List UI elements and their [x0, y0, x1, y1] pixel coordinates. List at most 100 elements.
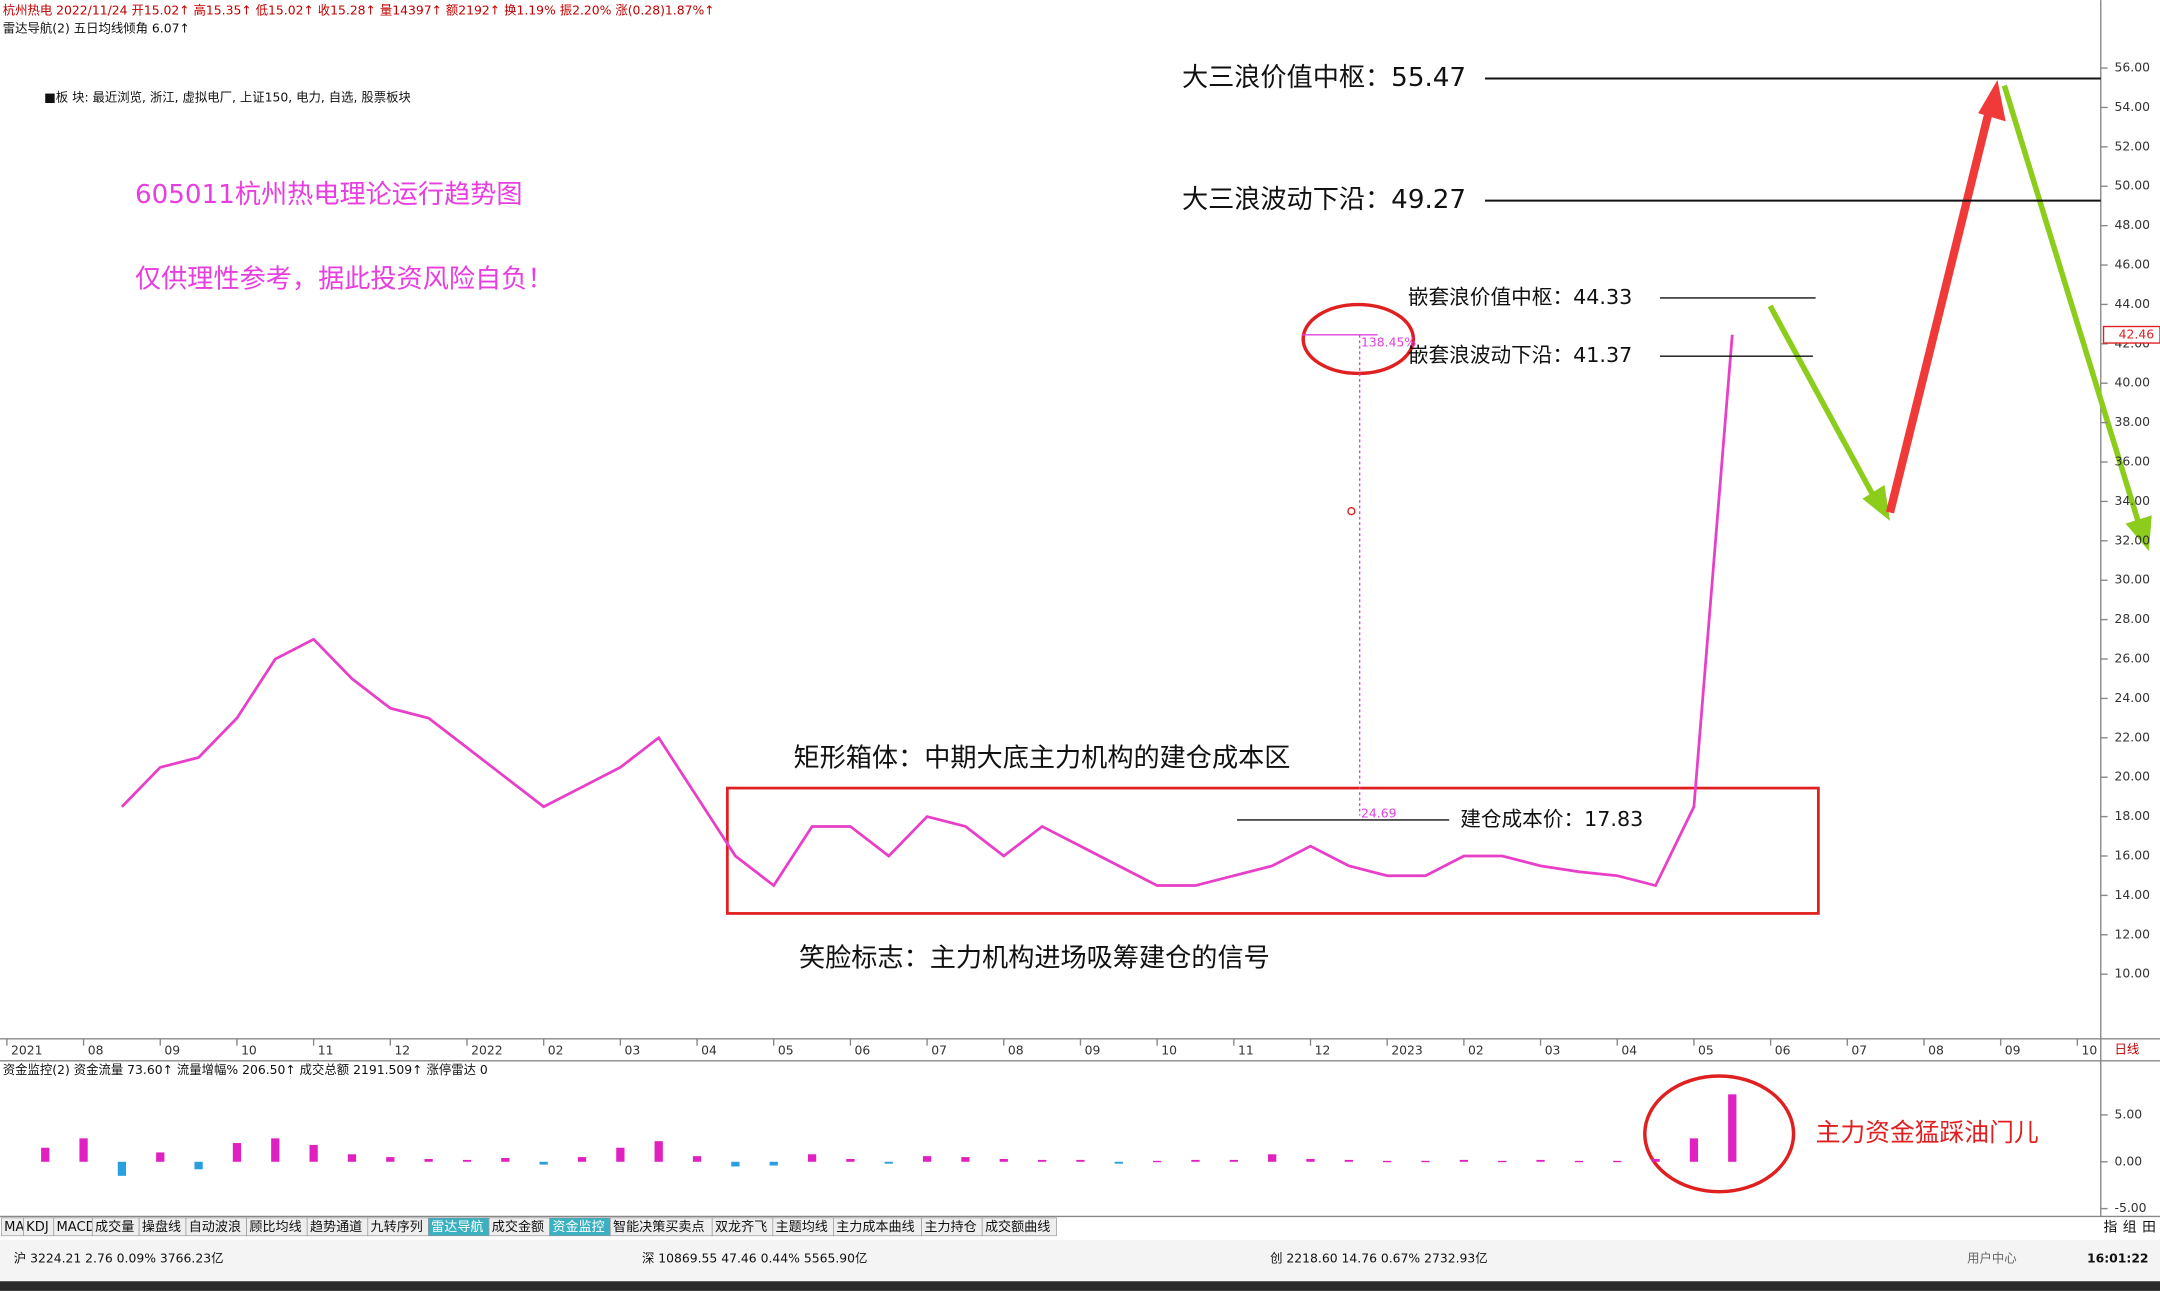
x-tick-label: 2022 — [471, 1043, 503, 1058]
y-tick-label: 40.00 — [2115, 375, 2151, 390]
side-tab[interactable]: 组 — [2123, 1220, 2137, 1236]
flow-bar — [807, 1154, 817, 1162]
flow-bar — [846, 1158, 855, 1162]
tab-label[interactable]: 顾比均线 — [249, 1219, 301, 1235]
flow-bar — [1114, 1161, 1123, 1164]
status-bar — [0, 1239, 2160, 1282]
flow-bar — [1229, 1159, 1238, 1162]
tab-label[interactable]: 自动波浪 — [189, 1219, 241, 1235]
measure-label: 138.45% — [1361, 335, 1416, 350]
x-tick-label: 07 — [1851, 1043, 1867, 1058]
flow-title: 资金监控(2) 资金流量 73.60↑ 流量增幅% 206.50↑ 成交总额 2… — [3, 1062, 488, 1077]
flow-bar — [731, 1161, 740, 1167]
flow-bar — [1536, 1159, 1545, 1162]
tab-label[interactable]: 成交量 — [95, 1218, 134, 1235]
x-tick-label: 09 — [2005, 1043, 2021, 1058]
tab-label[interactable]: 雷达导航 — [431, 1219, 483, 1235]
x-tick-label: 08 — [1008, 1043, 1024, 1058]
y-tick-label: 44.00 — [2115, 296, 2151, 311]
y-tick-label: 20.00 — [2115, 769, 2151, 784]
x-tick-label: 10 — [241, 1043, 257, 1058]
tab-label[interactable]: 资金监控 — [552, 1219, 604, 1235]
tab-label[interactable]: MACD — [56, 1220, 95, 1235]
highlight-circle — [1301, 302, 1416, 376]
flow-bar — [232, 1143, 242, 1162]
tab-label[interactable]: 智能决策买卖点 — [613, 1218, 705, 1235]
x-tick-label: 11 — [1238, 1043, 1254, 1058]
tab-label[interactable]: 主题均线 — [776, 1219, 828, 1235]
level-label: 嵌套浪价值中枢：44.33 — [1408, 285, 1632, 309]
sector-line: ■板 块: 最近浏览, 浙江, 虚拟电厂, 上证150, 电力, 自选, 股票板… — [44, 89, 411, 104]
x-tick-label: 05 — [778, 1043, 794, 1058]
last-price-label: 42.46 — [2119, 326, 2155, 341]
marker — [1347, 507, 1356, 516]
side-tab[interactable]: 田 — [2142, 1220, 2156, 1236]
user-center[interactable]: 用户中心 — [1967, 1251, 2017, 1266]
x-tick-label: 05 — [1698, 1043, 1714, 1058]
flow-bar — [41, 1147, 50, 1162]
tab-label[interactable]: 趋势通道 — [310, 1219, 362, 1235]
x-tick-label: 11 — [318, 1043, 334, 1058]
note: 主力资金猛踩油门儿 — [1816, 1118, 2039, 1147]
tab-label[interactable]: 操盘线 — [142, 1218, 181, 1235]
y-tick-label: 0.00 — [2115, 1153, 2143, 1168]
flow-bar — [462, 1159, 472, 1162]
y-tick-label: 28.00 — [2115, 611, 2151, 626]
flow-bar — [424, 1158, 433, 1162]
y-tick-label: 14.00 — [2115, 887, 2151, 902]
flow-bar — [1383, 1160, 1392, 1163]
y-tick-label: 18.00 — [2115, 808, 2151, 823]
y-tick-label: 16.00 — [2115, 847, 2151, 862]
tab-label[interactable]: 主力成本曲线 — [836, 1219, 914, 1235]
flow-bar — [1268, 1154, 1277, 1162]
price-line — [120, 334, 1734, 888]
x-tick-label: 02 — [1468, 1043, 1484, 1058]
y-tick-label: 10.00 — [2115, 966, 2151, 981]
tab[interactable] — [981, 1217, 1057, 1237]
flow-bar — [539, 1161, 548, 1165]
level-label: 建仓成本价：17.83 — [1460, 807, 1643, 831]
flow-bar — [117, 1161, 127, 1176]
tab-label[interactable]: 九转序列 — [371, 1219, 423, 1235]
y-tick-label: 5.00 — [2115, 1106, 2143, 1121]
side-tab[interactable]: 指 — [2104, 1220, 2118, 1236]
x-tick-label: 10 — [2081, 1043, 2097, 1058]
tab-label[interactable]: 主力持仓 — [924, 1219, 976, 1235]
index-quote: 创 2218.60 14.76 0.67% 2732.93亿 — [1270, 1251, 1488, 1266]
tab-label[interactable]: 成交额曲线 — [985, 1218, 1050, 1235]
cost-box — [725, 786, 1820, 915]
y-tick-label: 22.00 — [2115, 729, 2151, 744]
flow-bar — [156, 1152, 165, 1162]
y-tick-label: 48.00 — [2115, 217, 2151, 232]
tab-label[interactable]: KDJ — [26, 1220, 49, 1235]
tab-label[interactable]: 双龙齐飞 — [715, 1219, 767, 1235]
y-tick-label: 36.00 — [2115, 454, 2151, 469]
flow-bar — [1344, 1159, 1353, 1162]
level-label: 嵌套浪波动下沿：41.37 — [1408, 343, 1632, 367]
flow-bar — [616, 1147, 625, 1162]
x-tick-label: 2023 — [1391, 1043, 1423, 1058]
y-tick-label: 12.00 — [2115, 926, 2151, 941]
tab-label[interactable]: 成交金额 — [492, 1218, 544, 1235]
y-tick-label: 54.00 — [2115, 99, 2151, 114]
y-tick-label: 56.00 — [2115, 60, 2151, 75]
flow-bar — [692, 1156, 702, 1162]
flow-bar — [79, 1138, 88, 1162]
flow-bar — [1498, 1160, 1507, 1163]
flow-bar — [961, 1157, 970, 1162]
index-quote: 深 10869.55 47.46 0.44% 5565.90亿 — [642, 1251, 867, 1266]
flow-bar — [884, 1161, 893, 1164]
x-tick-label: 12 — [394, 1043, 410, 1058]
y-tick-label: 32.00 — [2115, 532, 2151, 547]
tab-label[interactable]: MA — [4, 1220, 24, 1235]
y-tick-label: 34.00 — [2115, 493, 2151, 508]
x-tick-label: 08 — [88, 1043, 104, 1058]
level-label: 大三浪价值中枢：55.47 — [1182, 63, 1466, 93]
flow-bar — [1689, 1138, 1699, 1162]
x-tick-label: 03 — [1545, 1043, 1561, 1058]
flow-bar — [922, 1156, 932, 1162]
flow-bar — [1191, 1159, 1200, 1162]
